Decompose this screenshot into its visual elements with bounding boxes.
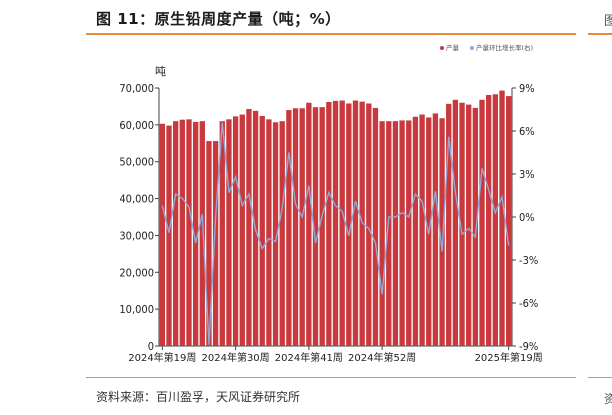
bar: [386, 121, 392, 346]
y2-tick-label: 6%: [519, 125, 535, 138]
bar: [392, 121, 399, 346]
bar: [419, 114, 425, 346]
y-tick-label: 30,000: [119, 229, 154, 242]
bar: [259, 116, 265, 346]
bar: [299, 108, 305, 347]
y2-tick-label: -6%: [519, 297, 538, 310]
y-tick-label: 50,000: [119, 156, 154, 169]
bar: [279, 121, 285, 346]
bar: [312, 107, 319, 346]
footer-rule: [86, 377, 576, 378]
title-rule: [86, 33, 576, 35]
y-tick-label: 0: [148, 340, 154, 353]
bar: [206, 141, 212, 346]
bar-series: [159, 90, 512, 347]
bar: [212, 141, 219, 346]
bar: [199, 121, 205, 346]
bar: [172, 121, 179, 346]
adjacent-source-clipped: 资: [604, 392, 612, 406]
legend-line-label: 产量环比增长率(右): [476, 43, 533, 52]
bar: [346, 103, 352, 346]
bar: [506, 96, 512, 346]
bar: [379, 121, 385, 346]
bar: [439, 118, 445, 346]
adjacent-figure-title-clipped: 图: [604, 14, 612, 29]
bar: [219, 121, 225, 346]
bar: [366, 103, 372, 346]
x-tick-label: 2024年第30周: [202, 351, 270, 364]
y-tick-label: 10,000: [119, 303, 154, 316]
bar: [359, 101, 365, 346]
bar: [159, 123, 165, 346]
bar: [326, 102, 332, 346]
bar: [372, 107, 379, 347]
bar: [186, 119, 192, 346]
bar: [232, 116, 239, 346]
x-axis: 2024年第19周 2024年第30周 2024年第41周 2024年第52周 2025…: [128, 346, 543, 364]
x-tick-label: 2024年第19周: [128, 351, 196, 364]
bar: [479, 99, 485, 346]
bar: [286, 110, 292, 346]
bar: [226, 119, 232, 346]
bar: [406, 120, 412, 347]
bar: [332, 100, 339, 347]
bar: [192, 121, 199, 346]
x-tick-label: 2025年第19周: [475, 351, 543, 364]
bar: [399, 120, 405, 347]
bar: [266, 119, 272, 346]
bar: [466, 104, 472, 346]
legend: 产量 产量环比增长率(右): [440, 43, 533, 52]
y-tick-label: 40,000: [119, 193, 154, 206]
bar: [486, 95, 492, 346]
x-tick-label: 2024年第41周: [275, 351, 343, 364]
x-tick-label: 2024年第52周: [348, 351, 416, 364]
bar: [319, 107, 325, 346]
y-axis-left: 0 10,000 20,000 30,000 40,000 50,000 60,000 70,…: [119, 82, 159, 353]
y2-tick-label: -3%: [519, 254, 538, 267]
y-axis-unit: 吨: [155, 65, 166, 78]
y2-tick-label: 0%: [519, 211, 535, 224]
legend-line-marker: [470, 46, 474, 50]
bar: [239, 114, 245, 346]
legend-bar-marker: [440, 46, 444, 50]
bar: [166, 125, 172, 346]
bar: [246, 109, 252, 346]
bar: [352, 100, 359, 346]
y2-tick-label: 9%: [519, 82, 535, 95]
bar: [179, 119, 185, 346]
y-tick-label: 20,000: [119, 266, 154, 279]
y-axis-right: -9% -6% -3% 0% 3% 6% 9%: [512, 82, 538, 353]
bar: [446, 103, 452, 346]
bar: [499, 90, 505, 346]
legend-bar-label: 产量: [446, 43, 460, 52]
bar: [339, 100, 345, 346]
source-note: 资料来源：百川盈孚，天风证券研究所: [96, 390, 301, 404]
bar: [412, 116, 419, 346]
y-tick-label: 60,000: [119, 119, 154, 132]
growth-line: [161, 122, 510, 345]
bar: [292, 108, 299, 347]
figure-title: 图 11：原生铅周度产量（吨；%）: [96, 10, 341, 28]
adjacent-title-rule: [588, 33, 612, 35]
bar: [492, 94, 499, 347]
y2-tick-label: 3%: [519, 168, 535, 181]
adjacent-footer-rule: [588, 377, 612, 378]
y-tick-label: 70,000: [119, 82, 154, 95]
bar: [306, 102, 312, 347]
bar: [452, 99, 459, 346]
bar: [272, 122, 279, 346]
bar: [472, 107, 479, 347]
bar: [459, 102, 465, 347]
y2-tick-label: -9%: [519, 340, 538, 353]
bar: [432, 113, 439, 347]
line-series: [161, 122, 510, 345]
